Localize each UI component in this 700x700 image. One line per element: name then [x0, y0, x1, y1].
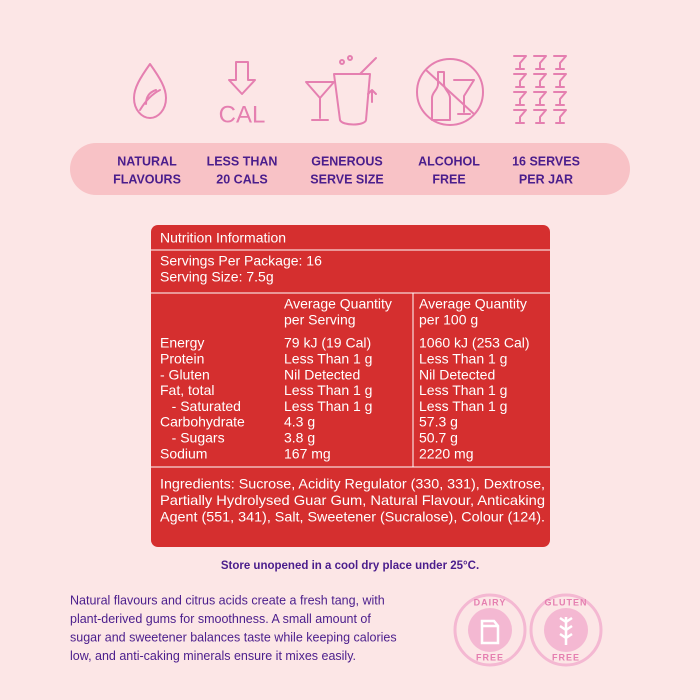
nutrition-text: Nil Detected	[284, 366, 360, 382]
nutrition-text: Nil Detected	[419, 366, 495, 382]
description-line: plant-derived gums for smoothness. A sma…	[70, 612, 371, 626]
nutrition-text: Sodium	[160, 445, 207, 461]
icon-alcohol-free	[416, 58, 484, 126]
feature-label: SERVE SIZE	[310, 172, 383, 186]
nutrition-text: Carbohydrate	[160, 414, 245, 430]
nutrition-text: Nutrition Information	[160, 230, 286, 246]
nutrition-text: 50.7 g	[419, 430, 458, 446]
glass	[533, 73, 547, 88]
glass	[533, 55, 547, 70]
glass	[513, 109, 527, 124]
nutrition-text: 4.3 g	[284, 414, 315, 430]
glass	[533, 109, 547, 124]
glass	[513, 91, 527, 106]
description-line: Natural flavours and citrus acids create…	[70, 593, 385, 607]
nutrition-text: per Serving	[284, 312, 356, 328]
badge-ring	[529, 593, 603, 667]
badge-ring	[453, 593, 527, 667]
feature-label: FLAVOURS	[113, 172, 181, 186]
description-line: sugar and sweetener balances taste while…	[70, 630, 397, 644]
badge-icon	[559, 616, 573, 645]
nutrition-text: Servings Per Package: 16	[160, 253, 322, 269]
feature-label: NATURAL	[117, 154, 177, 168]
badge-text: FREE	[476, 652, 504, 662]
nutrition-text: - Saturated	[160, 398, 241, 414]
feature-label: PER JAR	[519, 172, 573, 186]
nutrition-text: Average Quantity	[419, 296, 527, 312]
feature-label: GENEROUS	[311, 154, 383, 168]
description-line: low, and anti-caking minerals ensure it …	[70, 649, 356, 663]
glass	[553, 91, 567, 106]
badge-inner	[468, 608, 512, 652]
nutrition-text: Average Quantity	[284, 296, 392, 312]
nutrition-text: 57.3 g	[419, 414, 458, 430]
glass	[553, 109, 567, 124]
nutrition-text: Fat, total	[160, 382, 214, 398]
badge-icon	[480, 619, 500, 645]
nutrition-text: 3.8 g	[284, 430, 315, 446]
feature-label: 20 CALS	[216, 172, 267, 186]
nutrition-text: per 100 g	[419, 312, 478, 328]
nutrition-text: 1060 kJ (253 Cal)	[419, 335, 530, 351]
icon-calories: CAL	[219, 61, 266, 128]
nutrition-text: Ingredients: Sucrose, Acidity Regulator …	[160, 476, 545, 492]
feature-label: 16 SERVES	[512, 154, 580, 168]
icon-natural	[133, 63, 167, 119]
icon-text: CAL	[219, 101, 266, 128]
glass	[553, 55, 567, 70]
nutrition-text: Protein	[160, 351, 204, 367]
icon-serve	[305, 55, 377, 126]
nutrition-text: 2220 mg	[419, 445, 473, 461]
nutrition-text: Less Than 1 g	[284, 382, 372, 398]
glass	[513, 55, 527, 70]
nutrition-text: Less Than 1 g	[284, 351, 372, 367]
icon-16-serves	[513, 55, 567, 124]
nutrition-text: 79 kJ (19 Cal)	[284, 335, 371, 351]
nutrition-text: Less Than 1 g	[419, 398, 507, 414]
glass	[513, 73, 527, 88]
nutrition-text: - Gluten	[160, 366, 210, 382]
badge-text: DAIRY	[474, 597, 507, 607]
nutrition-text: 167 mg	[284, 445, 331, 461]
nutrition-text: Less Than 1 g	[419, 382, 507, 398]
glass	[533, 91, 547, 106]
nutrition-text: Partially Hydrolysed Guar Gum, Natural F…	[160, 492, 545, 508]
nutrition-text: Serving Size: 7.5g	[160, 269, 274, 285]
nutrition-text: Less Than 1 g	[419, 351, 507, 367]
badge-text: GLUTEN	[545, 597, 588, 607]
feature-label: FREE	[432, 172, 465, 186]
badge-text: FREE	[552, 652, 580, 662]
feature-label: LESS THAN	[207, 154, 278, 168]
nutrition-text: Energy	[160, 335, 204, 351]
storage-note: Store unopened in a cool dry place under…	[221, 560, 479, 572]
nutrition-text: - Sugars	[160, 430, 225, 446]
feature-label: ALCOHOL	[418, 154, 480, 168]
nutrition-text: Agent (551, 341), Salt, Sweetener (Sucra…	[160, 509, 545, 525]
nutrition-text: Less Than 1 g	[284, 398, 372, 414]
feature-band	[70, 143, 630, 195]
glass	[553, 73, 567, 88]
